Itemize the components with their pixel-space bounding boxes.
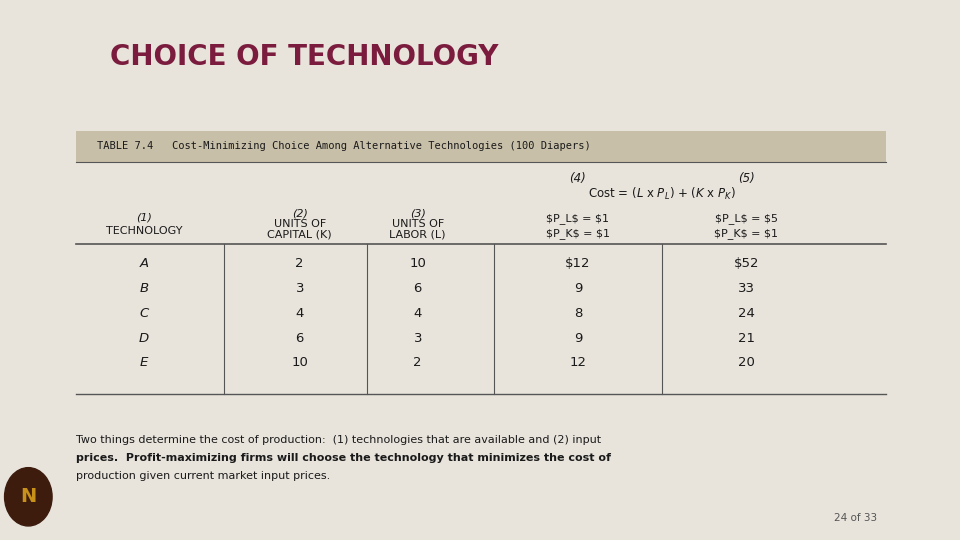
Text: 21: 21 [738,332,755,345]
Text: $52: $52 [733,257,759,270]
Text: D: D [138,332,149,345]
Text: N: N [20,487,36,507]
Text: 24 of 33: 24 of 33 [834,514,877,523]
Text: (2): (2) [292,208,307,218]
Text: 12: 12 [569,356,587,369]
Bar [77,131,885,162]
Text: (3): (3) [410,208,425,218]
Text: (4): (4) [569,172,587,185]
Text: 10: 10 [409,257,426,270]
Text: 4: 4 [296,307,304,320]
Text: 3: 3 [414,332,422,345]
Text: 6: 6 [414,282,422,295]
Text: prices.  Profit-maximizing firms will choose the technology that minimizes the c: prices. Profit-maximizing firms will cho… [77,453,612,463]
Circle shape [57,352,64,430]
Text: C: C [139,307,149,320]
Text: 2: 2 [296,257,304,270]
Text: TABLE 7.4   Cost-Minimizing Choice Among Alternative Technologies (100 Diapers): TABLE 7.4 Cost-Minimizing Choice Among A… [98,141,591,151]
Text: 10: 10 [291,356,308,369]
Text: 4: 4 [414,307,422,320]
Circle shape [5,468,52,526]
Text: 6: 6 [296,332,304,345]
Circle shape [57,33,64,111]
Text: $P_K$ = $1: $P_K$ = $1 [714,228,779,239]
Circle shape [57,480,64,540]
Text: UNITS OF: UNITS OF [274,219,325,229]
Circle shape [57,97,64,175]
Text: CAPITAL (K): CAPITAL (K) [268,230,332,240]
Text: production given current market input prices.: production given current market input pr… [77,471,330,481]
Text: 8: 8 [574,307,582,320]
Text: 24: 24 [738,307,755,320]
Text: 2: 2 [414,356,422,369]
Circle shape [57,288,64,366]
Text: TECHNOLOGY: TECHNOLOGY [106,226,182,236]
Text: (5): (5) [738,172,755,185]
Text: 20: 20 [738,356,755,369]
Text: $P_L$ = $1: $P_L$ = $1 [546,213,610,224]
Text: CHOICE OF TECHNOLOGY: CHOICE OF TECHNOLOGY [110,43,498,71]
Circle shape [57,0,64,48]
Text: 9: 9 [574,332,582,345]
Text: LABOR (L): LABOR (L) [390,230,446,240]
Circle shape [57,416,64,494]
Text: 33: 33 [738,282,755,295]
Text: 3: 3 [296,282,304,295]
Text: $12: $12 [565,257,590,270]
Text: UNITS OF: UNITS OF [392,219,444,229]
Text: A: A [139,257,149,270]
Text: Two things determine the cost of production:  (1) technologies that are availabl: Two things determine the cost of product… [77,435,602,445]
Circle shape [57,161,64,239]
Text: $P_K$ = $1: $P_K$ = $1 [546,228,610,239]
Text: Cost = ($L$ x $P_L$) + ($K$ x $P_K$): Cost = ($L$ x $P_L$) + ($K$ x $P_K$) [588,186,736,202]
Circle shape [57,225,64,302]
Text: (1): (1) [136,212,152,222]
Text: 9: 9 [574,282,582,295]
Text: E: E [139,356,148,369]
Text: $P_L$ = $5: $P_L$ = $5 [715,213,778,224]
Text: B: B [139,282,149,295]
